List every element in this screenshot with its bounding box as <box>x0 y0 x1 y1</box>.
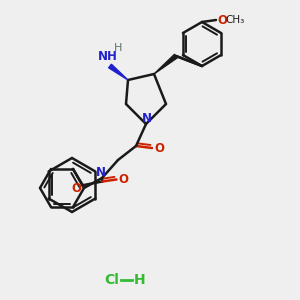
Text: N: N <box>142 112 152 124</box>
Polygon shape <box>109 64 128 80</box>
Text: O: O <box>217 14 227 26</box>
Text: O: O <box>154 142 164 154</box>
Text: H: H <box>114 43 122 53</box>
Text: CH₃: CH₃ <box>225 15 244 25</box>
Text: N: N <box>96 166 106 178</box>
Text: O: O <box>72 182 82 195</box>
Text: H: H <box>134 273 146 287</box>
Text: NH: NH <box>98 50 118 62</box>
Text: Cl: Cl <box>105 273 119 287</box>
Text: O: O <box>118 173 128 186</box>
Polygon shape <box>154 54 177 74</box>
